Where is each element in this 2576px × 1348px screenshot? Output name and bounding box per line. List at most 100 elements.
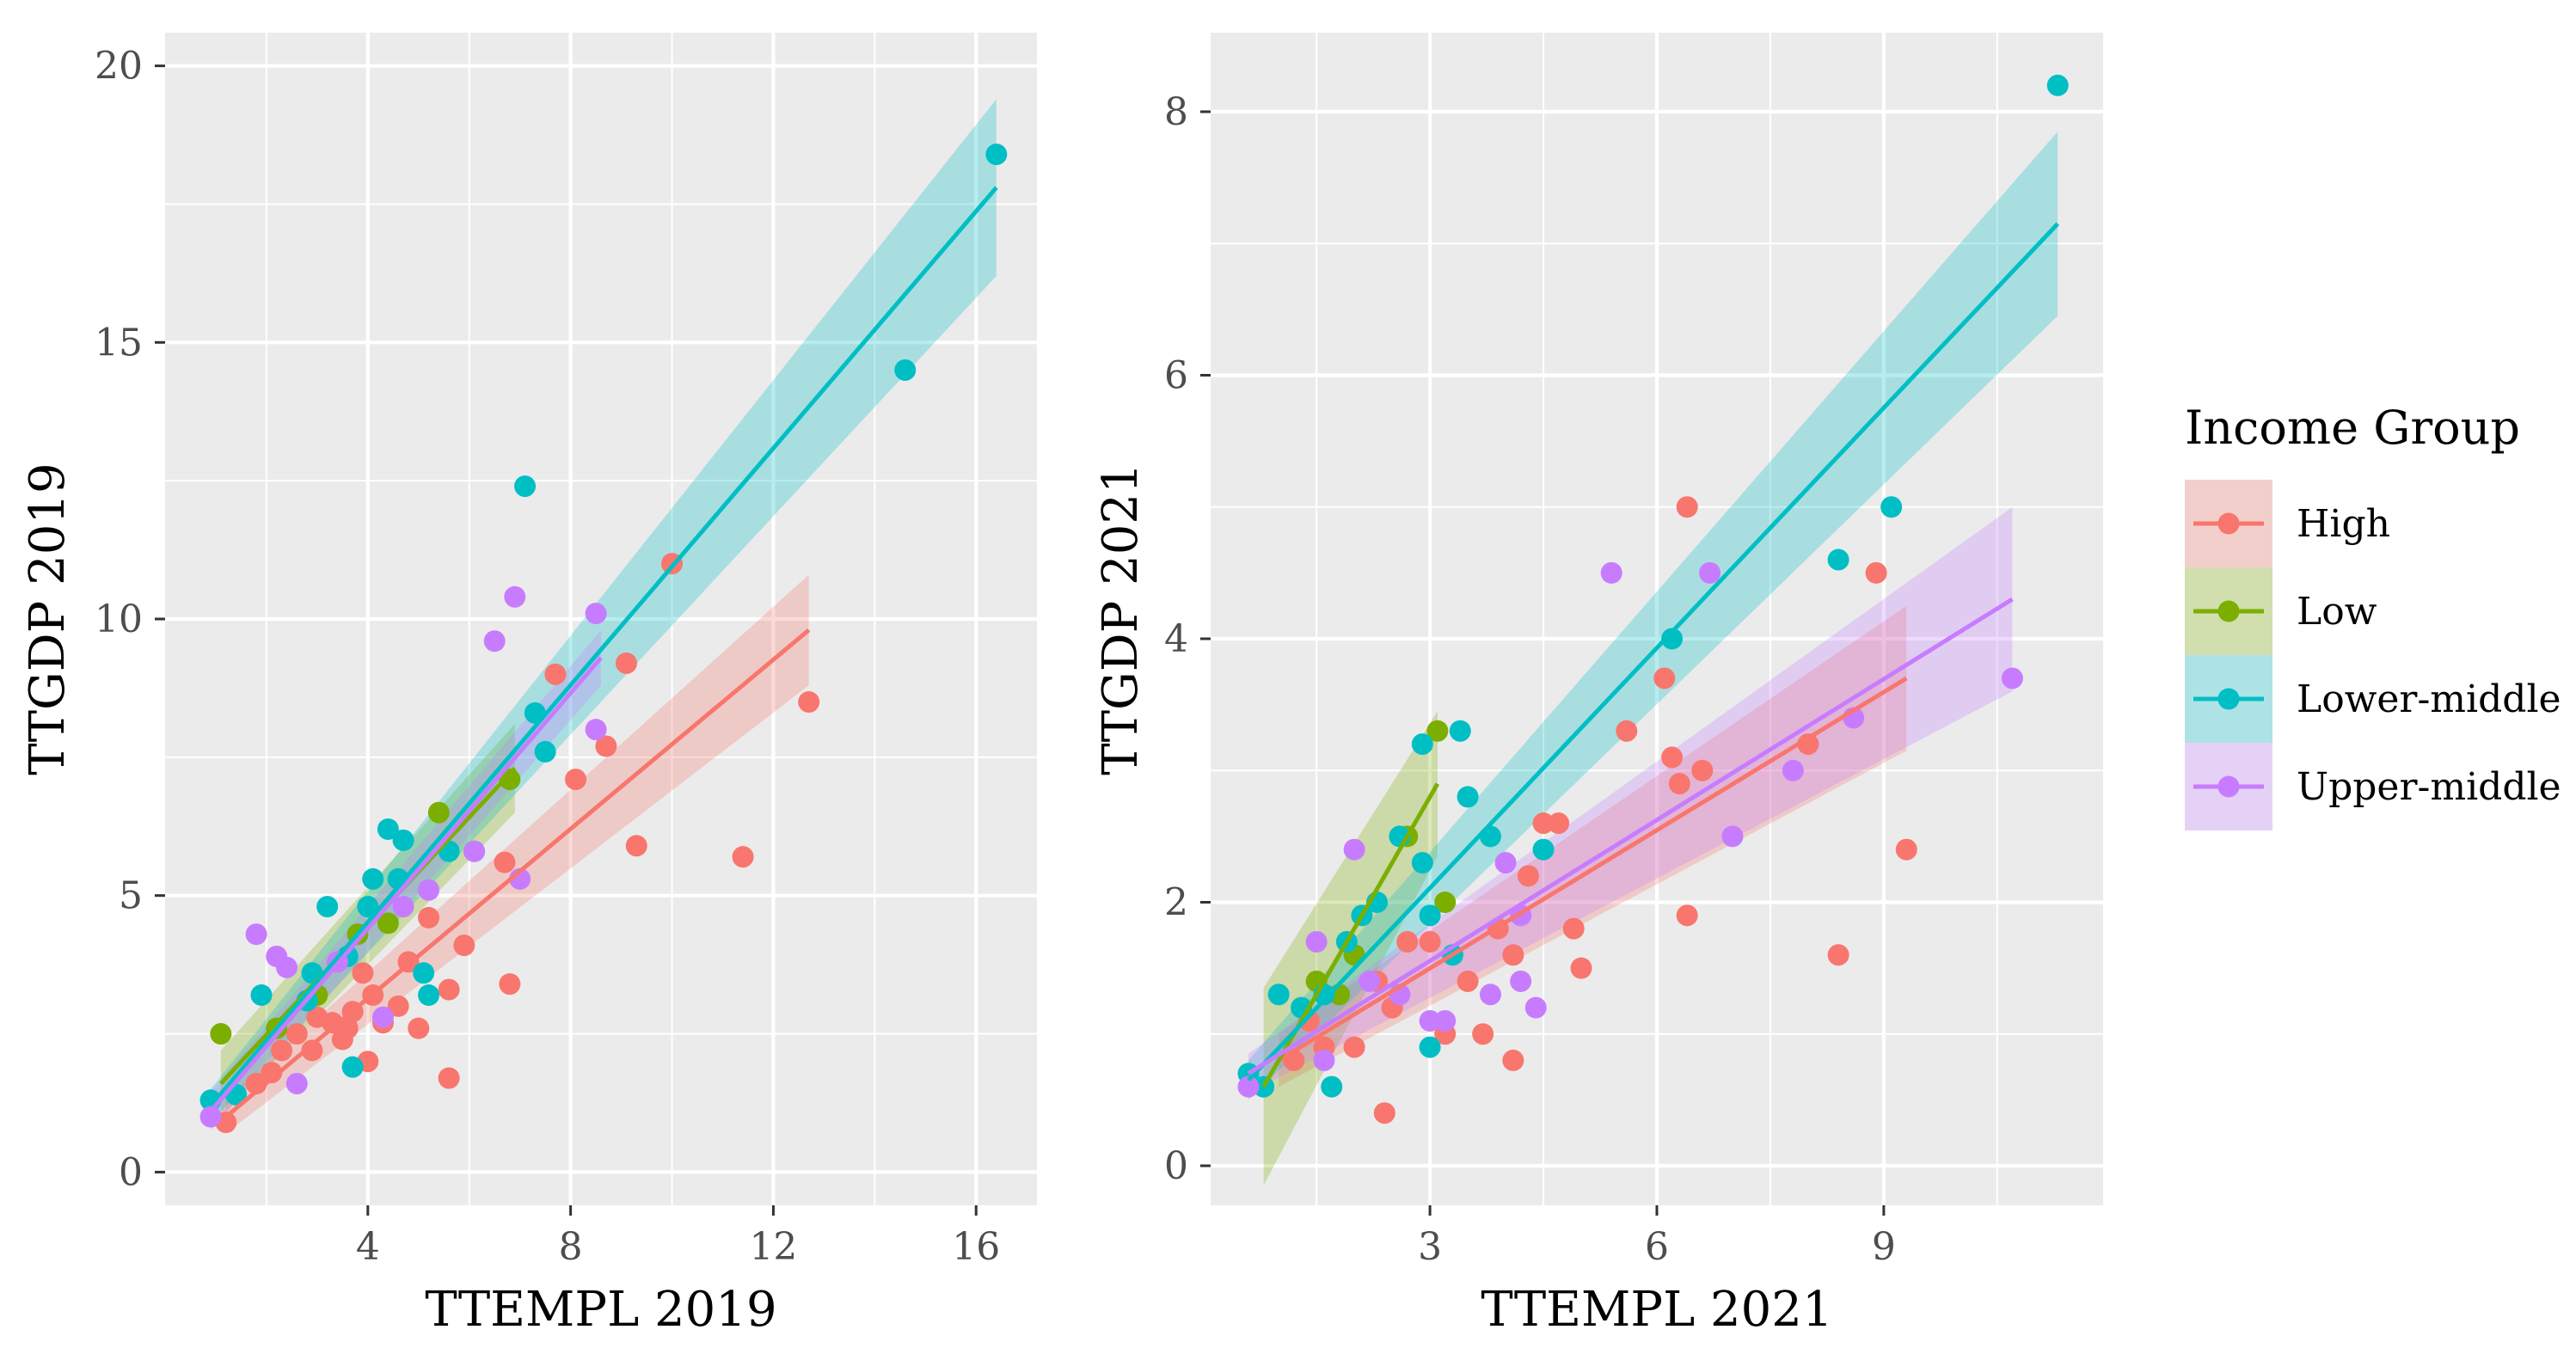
data-point-lower-middle [1880, 496, 1903, 518]
data-point-low [210, 1023, 232, 1045]
legend-key-point [2217, 600, 2240, 622]
data-point-lower-middle [1457, 786, 1479, 808]
data-point-lower-middle [341, 1056, 364, 1078]
data-point-high [1676, 904, 1698, 927]
data-point-upper-middle [418, 879, 440, 901]
data-point-high [1373, 1102, 1395, 1124]
y-tick-label: 2 [1164, 881, 1188, 925]
y-tick-label: 4 [1164, 617, 1188, 661]
data-point-high [438, 1067, 460, 1089]
data-point-lower-middle [357, 896, 379, 918]
x-tick-label: 8 [559, 1225, 583, 1269]
data-point-upper-middle [1305, 930, 1328, 953]
data-point-upper-middle [463, 840, 486, 862]
data-point-high [408, 1017, 430, 1039]
legend-key-point [2217, 512, 2240, 535]
data-point-high [494, 851, 516, 873]
data-point-high [1396, 930, 1419, 953]
data-point-high [1691, 759, 1714, 781]
data-point-upper-middle [1434, 1009, 1457, 1032]
y-axis-title: TTGDP 2019 [20, 463, 76, 775]
y-tick-label: 0 [1164, 1144, 1188, 1188]
data-point-lower-middle [534, 740, 556, 763]
y-tick-label: 15 [95, 321, 143, 365]
data-point-upper-middle [1782, 759, 1804, 781]
data-point-upper-middle [1343, 838, 1365, 861]
fit-line-upper-middle [209, 656, 603, 1113]
legend-label: Lower-middle [2297, 677, 2561, 721]
data-point-lower-middle [1267, 983, 1290, 1006]
data-point-lower-middle [1449, 720, 1471, 742]
confidence-band-lower-middle [1248, 131, 2058, 1100]
data-point-upper-middle [1699, 561, 1721, 584]
x-tick-label: 9 [1872, 1225, 1896, 1269]
chart-2021: 3 6 9 0 2 4 6 8 TTEMPL 2021 TTGDP 2021 [1093, 33, 2103, 1338]
data-point-lower-middle [418, 984, 440, 1007]
data-point-upper-middle [504, 585, 526, 608]
data-point-high [1548, 812, 1570, 835]
data-point-lower-middle [413, 962, 435, 984]
data-point-high [438, 978, 460, 1001]
legend-item-low: Low [2185, 567, 2377, 655]
data-point-lower-middle [985, 144, 1008, 166]
data-point-high [1502, 1049, 1524, 1071]
data-point-upper-middle [1313, 1049, 1335, 1071]
legend-key-point [2217, 688, 2240, 710]
data-point-high [1668, 773, 1690, 795]
data-point-high [1517, 865, 1539, 887]
legend-label: Low [2297, 590, 2377, 634]
legend-item-lower-middle: Lower-middle [2185, 655, 2561, 743]
data-point-high [595, 735, 617, 757]
data-point-low [377, 912, 399, 934]
data-point-upper-middle [372, 1006, 394, 1028]
data-point-high [1562, 917, 1585, 940]
data-point-high [615, 652, 637, 674]
legend-title: Income Group [2185, 401, 2520, 455]
data-point-high [418, 906, 440, 928]
data-point-lower-middle [377, 818, 399, 840]
data-point-lower-middle [1827, 548, 1849, 571]
x-tick-label: 12 [749, 1225, 797, 1269]
data-point-upper-middle [1494, 852, 1517, 874]
y-tick-label: 5 [119, 874, 143, 918]
data-point-high [732, 846, 754, 868]
chart-2019: 4 8 12 16 0 5 10 15 20 TTEMPL 2019 TTGDP 2019 [20, 33, 1037, 1338]
data-point-high [1865, 561, 1887, 584]
x-tick-label: 4 [356, 1225, 380, 1269]
data-point-low [1434, 892, 1457, 914]
data-point-lower-middle [1419, 904, 1441, 927]
data-point-upper-middle [245, 923, 267, 946]
y-tick-label: 0 [119, 1150, 143, 1194]
data-point-high [301, 1039, 323, 1062]
y-tick-label: 20 [95, 45, 143, 89]
data-point-high [336, 1017, 359, 1039]
data-point-lower-middle [250, 984, 273, 1007]
data-point-high [798, 691, 820, 714]
data-point-upper-middle [585, 603, 607, 625]
data-point-high [1653, 667, 1676, 689]
data-point-lower-middle [1419, 1036, 1441, 1058]
data-point-lower-middle [1411, 852, 1433, 874]
legend-label: Upper-middle [2297, 765, 2561, 809]
data-point-high [1419, 930, 1441, 953]
data-point-high [1472, 1023, 1494, 1045]
data-point-high [1616, 720, 1638, 742]
data-point-upper-middle [1510, 970, 1532, 992]
x-tick-label: 3 [1418, 1225, 1442, 1269]
data-point-lower-middle [514, 475, 537, 498]
data-point-high [625, 835, 647, 857]
data-point-high [1797, 733, 1819, 756]
data-point-lower-middle [1532, 838, 1555, 861]
data-point-high [1676, 496, 1698, 518]
data-point-high [499, 973, 521, 996]
legend-label: High [2297, 502, 2390, 546]
data-point-lower-middle [1661, 628, 1684, 650]
data-point-upper-middle [392, 896, 414, 918]
data-point-low [499, 769, 521, 791]
data-point-upper-middle [275, 956, 297, 978]
y-tick-label: 10 [95, 597, 143, 641]
fit-line-lower-middle [1247, 222, 2060, 1082]
x-tick-label: 6 [1645, 1225, 1669, 1269]
fit-line-lower-middle [209, 186, 998, 1107]
data-point-lower-middle [2046, 74, 2069, 96]
